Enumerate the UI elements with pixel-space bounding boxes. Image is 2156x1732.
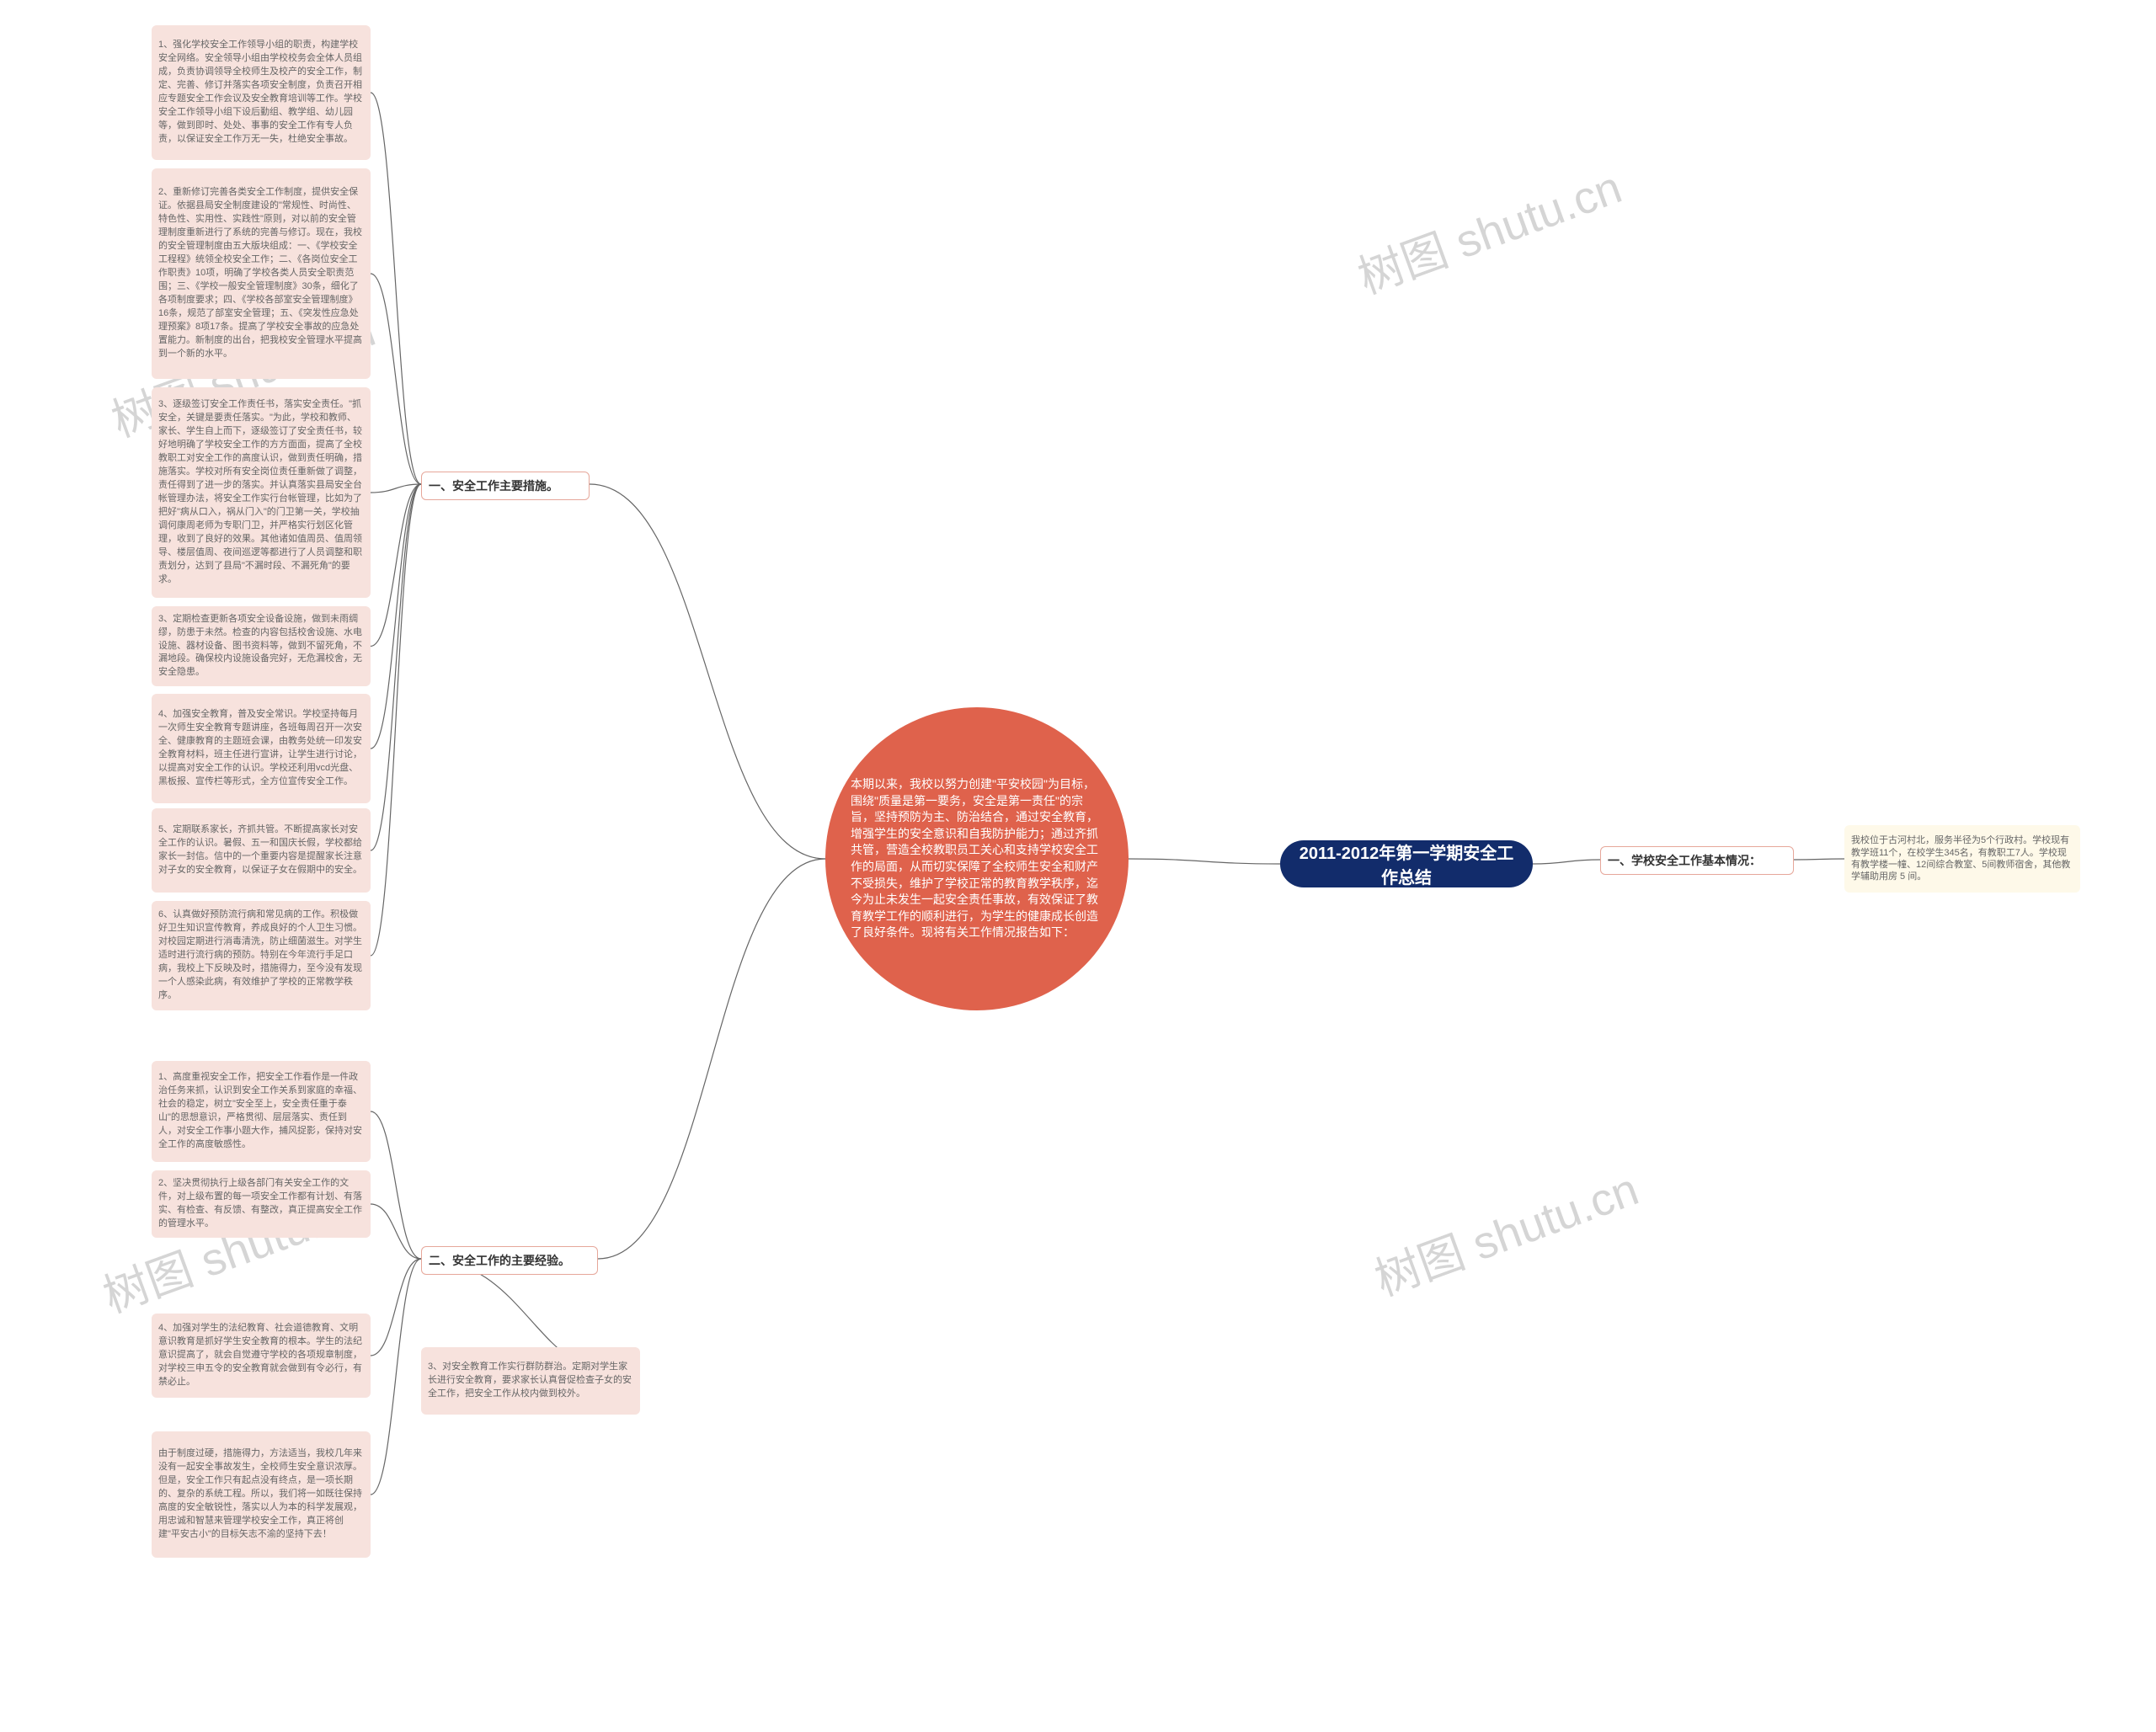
leaf-b-0-text: 1、高度重视安全工作，把安全工作看作是一件政治任务来抓，认识到安全工作关系到家庭…: [158, 1071, 364, 1152]
leaf-a-5-text: 5、定期联系家长，齐抓共管。不断提高家长对安全工作的认识。暑假、五一和国庆长假，…: [158, 823, 364, 877]
section-right: 一、学校安全工作基本情况：: [1600, 846, 1794, 875]
leaf-a-0-text: 1、强化学校安全工作领导小组的职责，构建学校安全网络。安全领导小组由学校校务会全…: [158, 39, 364, 147]
leaf-b-0: 1、高度重视安全工作，把安全工作看作是一件政治任务来抓，认识到安全工作关系到家庭…: [152, 1061, 371, 1162]
leaf-a-2-text: 3、逐级签订安全工作责任书，落实安全责任。"抓安全，关键是要责任落实。"为此，学…: [158, 398, 364, 586]
root-title: 2011-2012年第一学期安全工作总结: [1280, 840, 1533, 887]
leaf-b-1: 2、坚决贯彻执行上级各部门有关安全工作的文件，对上级布置的每一项安全工作都有计划…: [152, 1170, 371, 1238]
leaf-a-4-text: 4、加强安全教育，普及安全常识。学校坚持每月一次师生安全教育专题讲座，各班每周召…: [158, 708, 364, 789]
watermark: 树图 shutu.cn: [1348, 150, 1629, 306]
section-b-child-text: 3、对安全教育工作实行群防群治。定期对学生家长进行安全教育，要求家长认真督促检查…: [428, 1361, 633, 1401]
leaf-b-2-text: 4、加强对学生的法纪教育、社会道德教育、文明意识教育是抓好学生安全教育的根本。学…: [158, 1322, 364, 1389]
intro-ellipse: 本期以来，我校以努力创建"平安校园"为目标，围绕"质量是第一要务，安全是第一责任…: [825, 707, 1129, 1010]
leaf-a-2: 3、逐级签订安全工作责任书，落实安全责任。"抓安全，关键是要责任落实。"为此，学…: [152, 387, 371, 598]
leaf-a-1: 2、重新修订完善各类安全工作制度，提供安全保证。依据县局安全制度建设的"常规性、…: [152, 168, 371, 379]
section-b-child: 3、对安全教育工作实行群防群治。定期对学生家长进行安全教育，要求家长认真督促检查…: [421, 1347, 640, 1415]
leaf-a-6: 6、认真做好预防流行病和常见病的工作。积极做好卫生知识宣传教育，养成良好的个人卫…: [152, 901, 371, 1010]
section-a-label: 一、安全工作主要措施。: [429, 477, 558, 494]
section-b: 二、安全工作的主要经验。: [421, 1246, 598, 1275]
root-title-text: 2011-2012年第一学期安全工作总结: [1297, 839, 1516, 888]
leaf-a-4: 4、加强安全教育，普及安全常识。学校坚持每月一次师生安全教育专题讲座，各班每周召…: [152, 694, 371, 803]
child-right-text: 我校位于古河村北，服务半径为5个行政村。学校现有教学班11个，在校学生345名，…: [1851, 834, 2073, 882]
leaf-b-3-text: 由于制度过硬，措施得力，方法适当，我校几年来没有一起安全事故发生，全校师生安全意…: [158, 1447, 364, 1542]
leaf-b-3: 由于制度过硬，措施得力，方法适当，我校几年来没有一起安全事故发生，全校师生安全意…: [152, 1431, 371, 1558]
watermark: 树图 shutu.cn: [1364, 1152, 1646, 1308]
leaf-a-6-text: 6、认真做好预防流行病和常见病的工作。积极做好卫生知识宣传教育，养成良好的个人卫…: [158, 909, 364, 1003]
leaf-a-3-text: 3、定期检查更新各项安全设备设施，做到未雨绸缪，防患于未然。检查的内容包括校舍设…: [158, 613, 364, 680]
mindmap-canvas: 树图 shutu.cn树图 shutu.cn树图 shutu.cn树图 shut…: [0, 0, 2156, 1732]
intro-text: 本期以来，我校以努力创建"平安校园"为目标，围绕"质量是第一要务，安全是第一责任…: [851, 776, 1103, 941]
leaf-b-1-text: 2、坚决贯彻执行上级各部门有关安全工作的文件，对上级布置的每一项安全工作都有计划…: [158, 1177, 364, 1231]
section-b-label: 二、安全工作的主要经验。: [429, 1252, 570, 1269]
leaf-a-1-text: 2、重新修订完善各类安全工作制度，提供安全保证。依据县局安全制度建设的"常规性、…: [158, 186, 364, 360]
section-right-label: 一、学校安全工作基本情况：: [1608, 852, 1761, 869]
child-right: 我校位于古河村北，服务半径为5个行政村。学校现有教学班11个，在校学生345名，…: [1844, 825, 2080, 893]
leaf-a-3: 3、定期检查更新各项安全设备设施，做到未雨绸缪，防患于未然。检查的内容包括校舍设…: [152, 606, 371, 686]
section-a: 一、安全工作主要措施。: [421, 472, 590, 500]
leaf-a-0: 1、强化学校安全工作领导小组的职责，构建学校安全网络。安全领导小组由学校校务会全…: [152, 25, 371, 160]
leaf-a-5: 5、定期联系家长，齐抓共管。不断提高家长对安全工作的认识。暑假、五一和国庆长假，…: [152, 808, 371, 893]
leaf-b-2: 4、加强对学生的法纪教育、社会道德教育、文明意识教育是抓好学生安全教育的根本。学…: [152, 1314, 371, 1398]
